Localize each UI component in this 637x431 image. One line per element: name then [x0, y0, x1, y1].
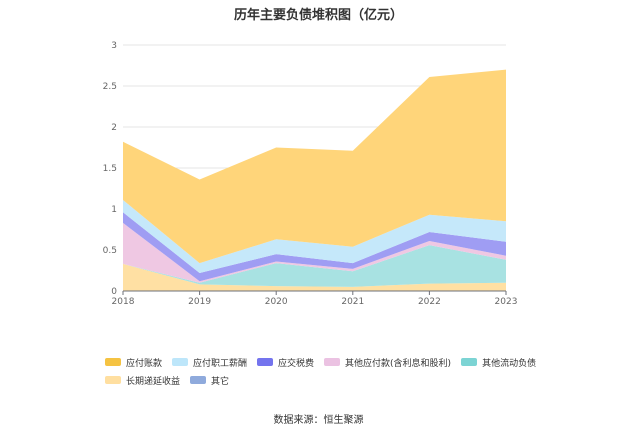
legend-label: 其它	[211, 376, 230, 387]
legend-swatch-other-payables	[324, 358, 341, 366]
legend-item-other-current-liabilities[interactable]: 其他流动负债	[461, 356, 536, 369]
legend-swatch-other	[190, 376, 207, 384]
legend-label: 应交税费	[278, 358, 315, 369]
x-tick-label: 2022	[418, 297, 441, 307]
y-tick-label: 1.5	[103, 164, 117, 174]
x-tick-label: 2023	[495, 297, 518, 307]
legend-row-2: 长期递延收益 其它	[105, 371, 585, 389]
area-series-0	[123, 263, 506, 291]
legend-item-other[interactable]: 其它	[190, 374, 229, 387]
area-series-5	[123, 200, 506, 273]
y-tick-label: 2.5	[103, 82, 117, 92]
x-tick-label: 2019	[188, 297, 211, 307]
legend-row-1: 应付账款 应付职工薪酬 应交税费 其他应付款(含利息和股利) 其他流动负债	[105, 353, 585, 371]
area-series-2	[123, 245, 506, 287]
y-tick-label: 2	[111, 123, 117, 133]
x-tick-label: 2018	[112, 297, 135, 307]
legend-item-taxes-payable[interactable]: 应交税费	[257, 356, 314, 369]
data-source-note: 数据来源：恒生聚源	[273, 415, 364, 426]
legend-swatch-accounts-payable	[105, 358, 121, 366]
legend-item-other-payables[interactable]: 其他应付款(含利息和股利)	[324, 356, 451, 369]
legend-item-employee-pay[interactable]: 应付职工薪酬	[172, 356, 247, 369]
legend-swatch-employee-pay	[172, 358, 189, 366]
legend-swatch-taxes-payable	[257, 358, 274, 366]
legend-label: 长期递延收益	[126, 376, 181, 387]
y-tick-label: 0.5	[103, 246, 117, 256]
legend-swatch-other-current-liabilities	[461, 358, 478, 366]
x-tick-label: 2021	[341, 297, 364, 307]
legend-label: 应付账款	[126, 358, 163, 369]
legend-label: 应付职工薪酬	[193, 358, 248, 369]
chart-title: 历年主要负债堆积图（亿元）	[233, 8, 403, 23]
x-tick-label: 2020	[265, 297, 288, 307]
legend-label: 其他流动负债	[482, 358, 537, 369]
legend-item-deferred-income[interactable]: 长期递延收益	[105, 374, 180, 387]
chart-plot: 0 0.5 1 1.5 2 2.5 3 2018 2019 2020 2021 2022 2023	[103, 41, 518, 307]
y-tick-label: 0	[111, 287, 117, 297]
chart-legend: 应付账款 应付职工薪酬 应交税费 其他应付款(含利息和股利) 其他流动负债 长期…	[105, 353, 585, 389]
area-series-6	[123, 69, 506, 264]
legend-item-accounts-payable[interactable]: 应付账款	[105, 356, 162, 369]
legend-swatch-deferred-income	[105, 376, 121, 384]
y-tick-label: 3	[111, 41, 117, 51]
legend-label: 其他应付款(含利息和股利)	[345, 358, 452, 369]
y-tick-label: 1	[111, 205, 117, 215]
